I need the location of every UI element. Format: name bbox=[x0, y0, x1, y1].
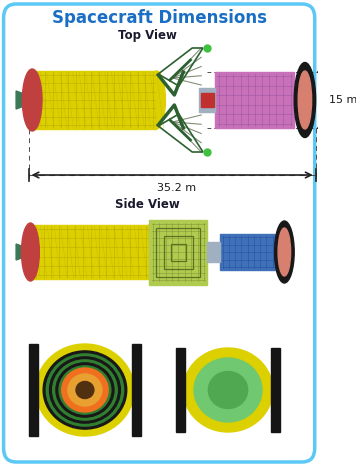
Text: 15 m: 15 m bbox=[329, 95, 356, 105]
Bar bbox=[215, 72, 294, 128]
Ellipse shape bbox=[46, 354, 124, 426]
Bar bbox=[28, 344, 37, 436]
Ellipse shape bbox=[194, 358, 262, 422]
Ellipse shape bbox=[43, 351, 127, 429]
Bar bbox=[201, 93, 214, 107]
FancyBboxPatch shape bbox=[4, 4, 315, 462]
Bar bbox=[149, 220, 208, 285]
Ellipse shape bbox=[68, 374, 102, 406]
Text: Spacecraft Dimensions: Spacecraft Dimensions bbox=[52, 9, 267, 27]
Ellipse shape bbox=[141, 225, 157, 279]
Ellipse shape bbox=[208, 371, 248, 409]
Bar bbox=[34, 71, 157, 129]
Ellipse shape bbox=[22, 69, 42, 131]
Bar bbox=[171, 244, 186, 261]
Ellipse shape bbox=[183, 348, 273, 432]
Ellipse shape bbox=[76, 382, 94, 398]
Ellipse shape bbox=[298, 71, 312, 129]
Bar bbox=[164, 236, 193, 269]
Ellipse shape bbox=[56, 363, 114, 417]
Ellipse shape bbox=[21, 223, 40, 281]
Ellipse shape bbox=[62, 369, 108, 411]
Bar bbox=[157, 228, 200, 277]
Bar bbox=[32, 225, 149, 279]
Ellipse shape bbox=[62, 368, 108, 412]
Ellipse shape bbox=[36, 344, 134, 436]
Ellipse shape bbox=[49, 357, 120, 423]
Bar bbox=[132, 344, 141, 436]
Ellipse shape bbox=[25, 71, 43, 129]
Text: Top View: Top View bbox=[118, 28, 177, 41]
Text: 35.2 m: 35.2 m bbox=[157, 183, 196, 193]
Ellipse shape bbox=[24, 225, 40, 279]
Ellipse shape bbox=[274, 221, 294, 283]
Ellipse shape bbox=[278, 228, 290, 276]
Ellipse shape bbox=[147, 71, 166, 129]
Bar bbox=[176, 348, 185, 432]
Ellipse shape bbox=[53, 360, 117, 420]
Bar bbox=[220, 234, 276, 270]
Polygon shape bbox=[16, 91, 27, 109]
Ellipse shape bbox=[66, 372, 104, 408]
Text: Side View: Side View bbox=[115, 199, 180, 212]
Bar bbox=[199, 88, 215, 112]
Bar bbox=[271, 348, 280, 432]
Ellipse shape bbox=[294, 62, 316, 137]
Polygon shape bbox=[16, 244, 27, 260]
Bar bbox=[208, 242, 220, 262]
Ellipse shape bbox=[59, 366, 111, 414]
